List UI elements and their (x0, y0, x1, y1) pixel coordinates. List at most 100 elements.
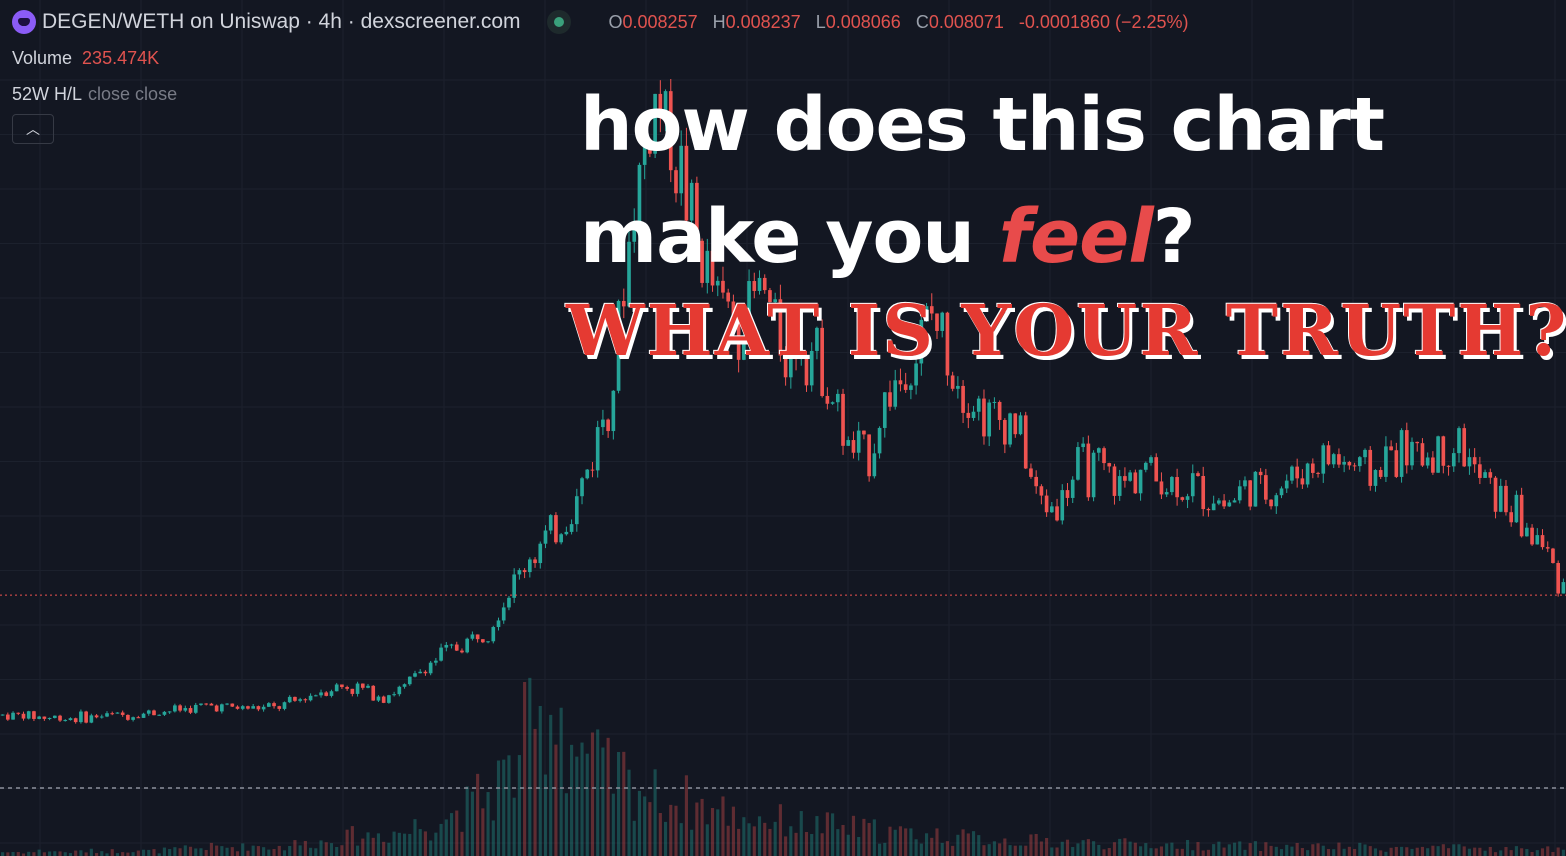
open-value: 0.008257 (622, 11, 698, 32)
volume-bar (523, 682, 527, 856)
volume-bar (1493, 852, 1498, 856)
pair-title[interactable]: DEGEN/WETH on Uniswap · 4h · dexscreener… (42, 10, 521, 33)
candle-body (1451, 453, 1456, 467)
candle-body (1023, 415, 1028, 469)
candle-body (293, 696, 297, 701)
volume-bar (768, 828, 772, 856)
candle-body (1070, 479, 1075, 498)
volume-bar (115, 853, 120, 856)
volume-bar (434, 832, 438, 856)
candle-body (1096, 448, 1101, 453)
close-value: 0.008071 (928, 11, 1004, 32)
candle-body (397, 686, 402, 695)
candle-body (1378, 470, 1383, 477)
volume-bar (89, 848, 93, 856)
candle-body (303, 699, 308, 701)
candle-body (830, 402, 835, 404)
volume-bar (637, 790, 642, 856)
candle-body (512, 574, 516, 598)
volume-bar (449, 813, 454, 856)
candle-body (178, 705, 182, 711)
candle-body (1519, 494, 1524, 537)
candle-body (240, 706, 245, 709)
volume-bar (42, 852, 46, 856)
candle-body (627, 241, 631, 307)
volume-bar (564, 793, 568, 856)
volume-bar (74, 850, 78, 856)
volume-bar (1060, 841, 1064, 856)
volume-bar (251, 845, 255, 856)
candle-body (1347, 461, 1352, 466)
volume-bar (1118, 838, 1122, 856)
candle-body (204, 703, 209, 705)
volume-bar (705, 824, 709, 856)
volume-legend: Volume 235.474K (12, 48, 159, 69)
candle-body (491, 627, 496, 642)
volume-bar (1024, 845, 1028, 856)
candle-body (1363, 449, 1367, 458)
volume-bar (1045, 838, 1049, 856)
candle-body (1055, 506, 1059, 521)
candle-body (595, 427, 600, 471)
volume-bar (256, 846, 260, 856)
candle-body (381, 696, 386, 703)
candle-body (52, 715, 57, 718)
candle-body (1180, 497, 1185, 500)
candle-body (919, 319, 924, 364)
candle-body (1091, 452, 1096, 498)
candle-body (825, 395, 830, 404)
candle-body (1227, 502, 1232, 507)
volume-bar (575, 756, 579, 856)
volume-bar (538, 705, 542, 856)
candle-body (1258, 471, 1263, 476)
candle-body (1420, 443, 1425, 466)
volume-bar (1139, 846, 1143, 856)
candle-body (1530, 527, 1534, 545)
volume-bar (246, 850, 250, 856)
volume-bar (1358, 842, 1362, 856)
candle-body (663, 91, 668, 115)
candle-body (674, 170, 678, 194)
candle-body (454, 644, 459, 651)
volume-bar (1290, 846, 1294, 856)
candle-body (1237, 486, 1242, 501)
volume-bar (277, 845, 281, 856)
candle-body (79, 711, 83, 723)
volume-bar (930, 837, 934, 856)
candle-body (407, 676, 412, 685)
candle-body (700, 240, 704, 283)
volume-bar (517, 755, 521, 856)
candle-body (1368, 449, 1373, 486)
candle-body (1545, 547, 1550, 549)
candle-body (914, 363, 918, 386)
candle-body (1410, 441, 1414, 466)
candle-body (590, 469, 595, 471)
candle-body (1159, 481, 1164, 495)
volume-bar (700, 798, 704, 856)
candle-body (251, 706, 255, 709)
candle-body (1441, 436, 1446, 466)
candle-body (1149, 457, 1153, 463)
candle-body (689, 182, 694, 221)
candle-body (1389, 446, 1393, 451)
candle-body (762, 277, 767, 291)
candle-body (929, 306, 934, 314)
volume-bar (851, 815, 856, 856)
volume-bar (423, 831, 427, 856)
candle-body (543, 530, 548, 544)
volume-value: 235.474K (82, 48, 160, 68)
volume-bar (1446, 848, 1451, 856)
volume-bar (126, 852, 130, 856)
candle-body (1431, 457, 1435, 473)
meme-line-3: WHAT IS YOUR TRUTH? (566, 289, 1566, 372)
candle-body (413, 673, 417, 677)
candle-body (564, 531, 569, 535)
volume-bar (731, 806, 735, 856)
candle-body (209, 703, 214, 706)
candle-body (1504, 485, 1508, 513)
collapse-legend-button[interactable]: ︿ (12, 114, 54, 144)
candle-body (402, 684, 407, 687)
volume-bar (679, 823, 683, 856)
candle-body (1274, 495, 1279, 507)
